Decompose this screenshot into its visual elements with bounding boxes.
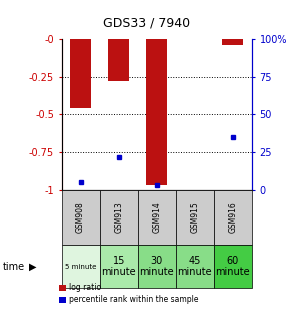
Text: GSM914: GSM914 — [152, 201, 161, 233]
Text: GDS33 / 7940: GDS33 / 7940 — [103, 16, 190, 29]
Bar — [214, 190, 252, 245]
Bar — [100, 245, 138, 288]
Text: GSM908: GSM908 — [76, 201, 85, 233]
Bar — [108, 39, 129, 81]
Bar — [70, 39, 91, 109]
Text: GSM915: GSM915 — [190, 201, 199, 233]
Bar — [176, 245, 214, 288]
Text: 60
minute: 60 minute — [216, 256, 250, 277]
Bar — [146, 39, 167, 185]
Text: ▶: ▶ — [29, 262, 37, 271]
Bar — [214, 245, 252, 288]
Bar — [138, 245, 176, 288]
Bar — [62, 245, 100, 288]
Legend: log ratio, percentile rank within the sample: log ratio, percentile rank within the sa… — [59, 283, 199, 304]
Bar — [176, 190, 214, 245]
Bar — [222, 39, 243, 45]
Bar — [138, 190, 176, 245]
Text: 15
minute: 15 minute — [101, 256, 136, 277]
Text: GSM913: GSM913 — [114, 201, 123, 233]
Bar — [100, 190, 138, 245]
Text: 5 minute: 5 minute — [65, 264, 96, 269]
Text: GSM916: GSM916 — [229, 201, 237, 233]
Text: 45
minute: 45 minute — [178, 256, 212, 277]
Bar — [62, 190, 100, 245]
Text: 30
minute: 30 minute — [139, 256, 174, 277]
Text: time: time — [3, 262, 25, 271]
